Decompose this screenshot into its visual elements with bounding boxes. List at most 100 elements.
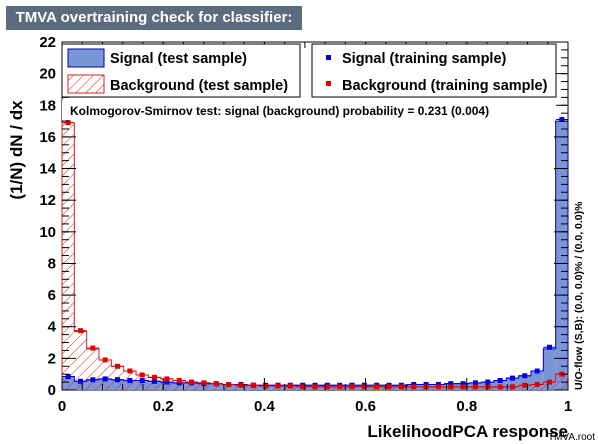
background-test-bar <box>62 122 75 390</box>
background-training-point <box>189 379 195 385</box>
y-tick-label: 12 <box>39 192 56 209</box>
background-training-point <box>497 384 503 390</box>
signal-training-point <box>546 344 552 350</box>
legend-background-test-label: Background (test sample) <box>110 78 288 94</box>
signal-training-point <box>522 373 528 379</box>
background-training-point <box>435 384 441 390</box>
ks-annotation: Kolmogorov-Smirnov test: signal (backgro… <box>70 104 489 118</box>
background-training-point <box>263 383 269 389</box>
y-tick-label: 4 <box>48 319 57 336</box>
signal-test-bar <box>543 348 556 390</box>
background-training-point <box>509 384 515 390</box>
x-tick-label: 1 <box>564 398 572 415</box>
legend-background-training-label: Background (training sample) <box>342 78 548 94</box>
background-training-point <box>115 363 121 369</box>
background-test-bar <box>86 348 100 390</box>
signal-training-point <box>164 379 170 385</box>
background-test-bar <box>210 383 223 390</box>
y-tick-label: 6 <box>48 287 56 304</box>
background-test-outline <box>61 122 569 390</box>
background-training-point <box>287 383 293 389</box>
signal-test-outline <box>61 120 569 390</box>
legend-background-test-swatch <box>67 74 105 94</box>
y-tick-label: 0 <box>48 382 56 399</box>
signal-test-bar <box>506 378 519 390</box>
background-training-point <box>65 120 71 126</box>
y-tick-label: 22 <box>39 34 56 51</box>
background-training-point <box>78 328 84 334</box>
legend-background-training-marker <box>326 81 331 86</box>
background-training-point <box>164 376 170 382</box>
background-training-point <box>534 381 540 387</box>
background-training-point <box>201 380 207 386</box>
background-training-point <box>238 382 244 388</box>
y-axis-title: (1/N) dN / dx <box>7 100 26 200</box>
background-training-point <box>460 384 466 390</box>
background-training-point <box>546 379 552 385</box>
background-training-markers <box>62 120 568 390</box>
background-training-point <box>411 384 417 390</box>
legend-signal-training-label: Signal (training sample) <box>342 51 507 67</box>
background-training-point <box>102 357 108 363</box>
signal-training-point <box>448 381 454 387</box>
signal-training-point <box>152 378 158 384</box>
legend-right-box <box>311 43 557 98</box>
background-training-point <box>213 381 219 387</box>
signal-test-histogram <box>61 120 569 390</box>
background-training-point <box>275 383 281 389</box>
signal-training-point <box>115 377 121 383</box>
background-test-bar <box>530 384 544 390</box>
legend-signal-test-swatch <box>67 48 105 68</box>
signal-training-point <box>102 376 108 382</box>
chart-title: TMVA overtraining check for classifier: … <box>6 6 302 50</box>
background-test-bar <box>185 382 198 390</box>
y-tick-label: 20 <box>39 66 56 83</box>
background-training-point <box>250 382 256 388</box>
y-tick-label: 18 <box>39 97 56 114</box>
background-training-point <box>312 384 318 390</box>
y-tick-label: 2 <box>48 350 56 367</box>
signal-training-point <box>485 379 491 385</box>
x-tick-label: 0.2 <box>153 398 174 415</box>
legend-signal-test-label: Signal (test sample) <box>110 51 247 67</box>
background-training-point <box>152 374 158 380</box>
background-training-point <box>90 345 96 351</box>
y-tick-label: 16 <box>39 129 56 146</box>
y-tick-label: 14 <box>39 161 56 178</box>
signal-training-point <box>497 378 503 384</box>
background-training-point <box>324 384 330 390</box>
signal-training-markers <box>62 117 568 388</box>
legend-signal-training-marker <box>326 55 331 60</box>
x-tick-label: 0.4 <box>254 398 276 415</box>
background-training-point <box>374 384 380 390</box>
background-training-point <box>349 384 355 390</box>
background-training-point <box>127 368 133 374</box>
y-tick-label: 10 <box>39 224 56 241</box>
signal-training-point <box>534 368 540 374</box>
ks-annotation-box <box>62 100 556 120</box>
background-training-point <box>226 381 232 387</box>
signal-training-point <box>139 378 145 384</box>
background-test-bar <box>222 384 235 390</box>
overflow-annotation: U/O-flow (S,B): (0.0, 0.0)% / (0.0, 0.0)… <box>573 201 585 390</box>
background-training-point <box>361 384 367 390</box>
background-training-point <box>448 384 454 390</box>
background-training-point <box>485 384 491 390</box>
background-training-point <box>522 382 528 388</box>
legend: Signal (test sample) Background (test sa… <box>61 43 557 98</box>
background-test-histogram <box>61 122 569 390</box>
signal-training-point <box>472 380 478 386</box>
file-label: TMVA.root <box>548 432 595 443</box>
signal-training-point <box>65 374 71 380</box>
signal-training-point <box>559 117 565 123</box>
background-test-bar <box>74 331 87 390</box>
background-test-bar <box>543 382 556 390</box>
y-tick-label: 8 <box>48 255 56 272</box>
signal-training-point <box>78 378 84 384</box>
background-training-point <box>472 384 478 390</box>
signal-training-point <box>90 377 96 383</box>
background-training-point <box>139 372 145 378</box>
x-tick-label: 0.8 <box>456 398 477 415</box>
